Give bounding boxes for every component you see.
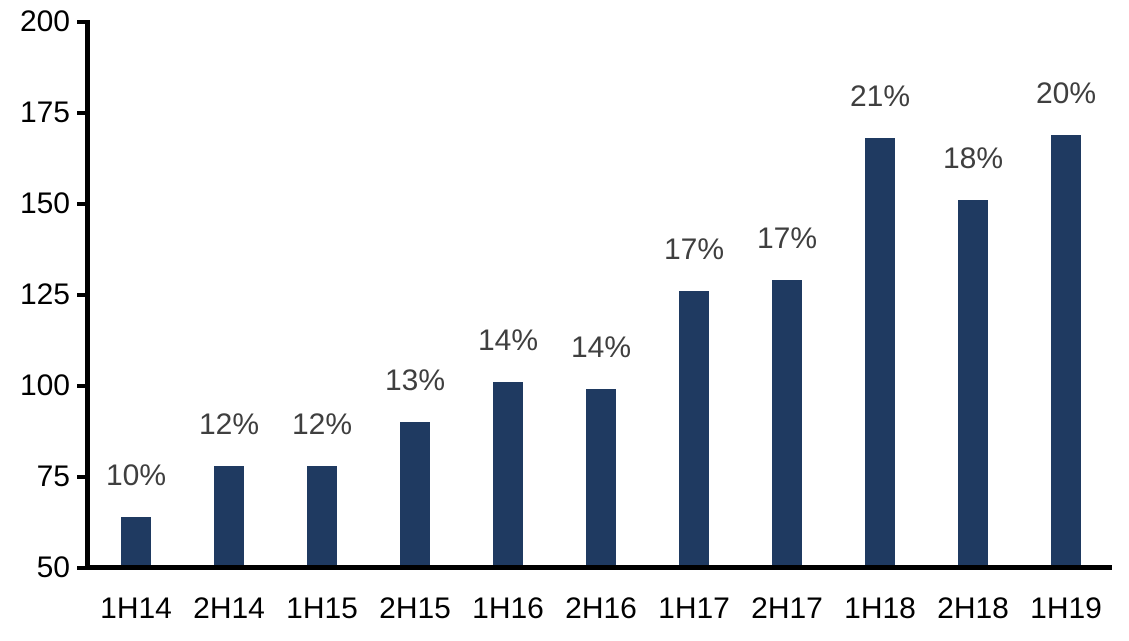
x-tick-label-1H17: 1H17 bbox=[658, 592, 730, 625]
data-label-2H18: 18% bbox=[942, 142, 1004, 175]
y-tick-mark bbox=[77, 475, 90, 479]
bar-1H17 bbox=[679, 291, 709, 565]
x-tick-label-1H19: 1H19 bbox=[1030, 592, 1102, 625]
data-label-1H18: 21% bbox=[849, 80, 911, 113]
y-tick-label: 175 bbox=[19, 96, 70, 129]
x-tick-label-2H16: 2H16 bbox=[565, 592, 637, 625]
data-label-1H19: 20% bbox=[1035, 77, 1097, 110]
y-tick-label: 75 bbox=[36, 460, 70, 493]
data-label-1H17: 17% bbox=[663, 233, 725, 266]
x-tick-label-2H17: 2H17 bbox=[751, 592, 823, 625]
x-tick-label-2H14: 2H14 bbox=[193, 592, 265, 625]
y-tick-mark bbox=[77, 111, 90, 115]
y-tick-mark bbox=[77, 566, 90, 570]
bar-1H19 bbox=[1051, 135, 1081, 565]
data-label-2H15: 13% bbox=[384, 364, 446, 397]
bar-1H16 bbox=[493, 382, 523, 565]
bar-2H15 bbox=[400, 422, 430, 565]
x-tick-label-2H18: 2H18 bbox=[937, 592, 1009, 625]
y-tick-mark bbox=[77, 202, 90, 206]
y-tick-label: 100 bbox=[19, 369, 70, 402]
data-label-1H16: 14% bbox=[477, 324, 539, 357]
y-tick-label: 50 bbox=[36, 551, 70, 584]
bar-2H18 bbox=[958, 200, 988, 565]
data-label-1H14: 10% bbox=[105, 459, 167, 492]
bar-2H17 bbox=[772, 280, 802, 565]
bar-1H14 bbox=[121, 517, 151, 565]
bar-1H18 bbox=[865, 138, 895, 565]
data-label-2H17: 17% bbox=[756, 222, 818, 255]
bar-2H14 bbox=[214, 466, 244, 565]
bar-1H15 bbox=[307, 466, 337, 565]
x-axis-line bbox=[85, 565, 1112, 570]
y-tick-label: 200 bbox=[19, 5, 70, 38]
data-label-1H15: 12% bbox=[291, 408, 353, 441]
y-tick-mark bbox=[77, 20, 90, 24]
data-label-2H16: 14% bbox=[570, 331, 632, 364]
y-tick-label: 125 bbox=[19, 278, 70, 311]
x-tick-label-1H18: 1H18 bbox=[844, 592, 916, 625]
x-tick-label-1H16: 1H16 bbox=[472, 592, 544, 625]
data-label-2H14: 12% bbox=[198, 408, 260, 441]
y-tick-mark bbox=[77, 384, 90, 388]
x-tick-label-2H15: 2H15 bbox=[379, 592, 451, 625]
x-tick-label-1H14: 1H14 bbox=[100, 592, 172, 625]
y-tick-label: 150 bbox=[19, 187, 70, 220]
bar-2H16 bbox=[586, 389, 616, 565]
y-tick-mark bbox=[77, 293, 90, 297]
x-tick-label-1H15: 1H15 bbox=[286, 592, 358, 625]
